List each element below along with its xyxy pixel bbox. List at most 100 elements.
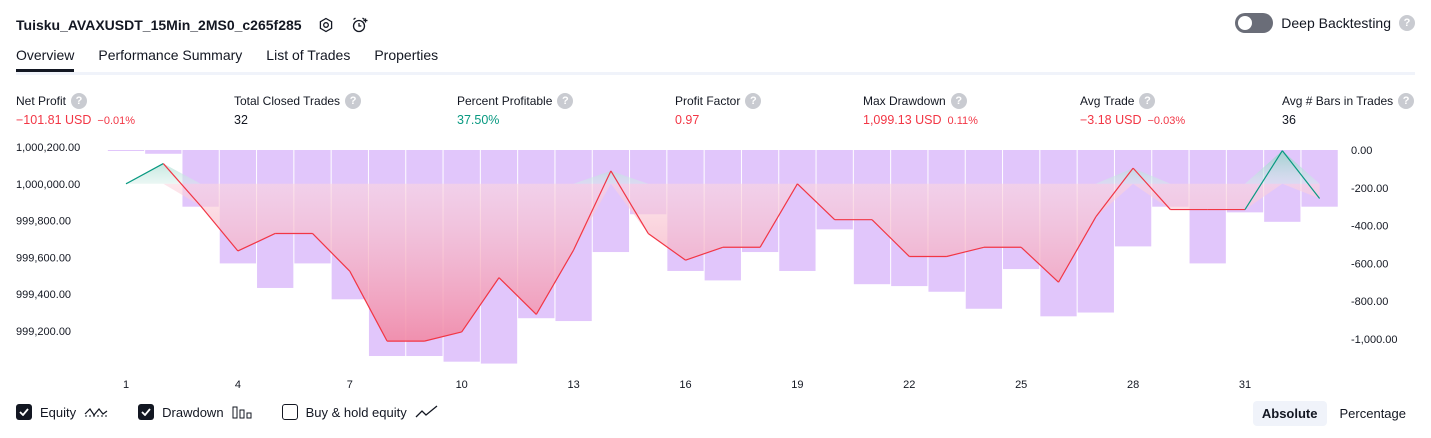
deep-backtesting-control: Deep Backtesting ? xyxy=(1235,13,1415,33)
drawdown-bar xyxy=(107,150,145,151)
tab-overview[interactable]: Overview xyxy=(16,47,75,72)
x-axis-tick: 16 xyxy=(679,379,691,391)
info-icon[interactable]: ? xyxy=(345,93,362,109)
drawdown-bar xyxy=(1114,150,1152,247)
info-icon[interactable]: ? xyxy=(950,93,967,109)
drawdown-bar xyxy=(145,150,182,154)
metric-percent-profitable: Percent Profitable? 37.50% xyxy=(457,93,574,127)
equity-line-segment xyxy=(796,183,836,221)
equity-line-segment xyxy=(312,233,351,272)
metric-value: 1,099.13 USD xyxy=(863,113,942,127)
right-axis-tick: -600.00 xyxy=(1351,258,1388,270)
metric-label: Max Drawdown xyxy=(863,94,946,108)
equity-line-segment xyxy=(237,232,276,252)
equity-checkbox[interactable] xyxy=(16,404,32,420)
metric-max-drawdown: Max Drawdown? 1,099.13 USD 0.11% xyxy=(863,93,978,127)
metric-label: Percent Profitable xyxy=(457,94,553,108)
info-icon[interactable]: ? xyxy=(1139,93,1156,109)
metric-label: Avg # Bars in Trades xyxy=(1282,94,1394,108)
metric-value: −101.81 USD xyxy=(16,113,92,127)
info-icon[interactable]: ? xyxy=(71,93,88,109)
buy-hold-line-icon xyxy=(415,405,438,418)
equity-line-segment xyxy=(685,246,723,261)
x-axis-tick: 13 xyxy=(567,379,579,391)
absolute-button[interactable]: Absolute xyxy=(1252,401,1327,426)
drawdown-checkbox[interactable] xyxy=(138,404,155,420)
equity-line-segment xyxy=(647,232,686,261)
equity-line-segment xyxy=(535,249,575,315)
info-icon[interactable]: ? xyxy=(1398,93,1415,109)
view-mode-switcher: Absolute Percentage xyxy=(1252,401,1415,426)
x-axis-tick: 28 xyxy=(1127,379,1139,391)
chart-legend: Equity Drawdown Buy & hold equity xyxy=(16,404,439,420)
x-axis-tick: 1 xyxy=(123,379,129,391)
settings-icon[interactable] xyxy=(316,15,336,35)
equity-line-segment xyxy=(349,270,388,342)
equity-line-segment xyxy=(424,331,462,342)
legend-drawdown[interactable]: Drawdown xyxy=(138,404,252,420)
deep-backtesting-toggle[interactable] xyxy=(1235,13,1274,33)
buy-hold-checkbox[interactable] xyxy=(281,404,298,420)
left-axis-tick: 1,000,200.00 xyxy=(16,142,80,154)
tab-performance-summary[interactable]: Performance Summary xyxy=(98,47,243,63)
right-axis-tick: -1,000.00 xyxy=(1351,334,1397,346)
info-icon[interactable]: ? xyxy=(557,93,574,109)
metric-label: Avg Trade xyxy=(1080,94,1135,108)
legend-label: Buy & hold equity xyxy=(305,404,407,420)
x-axis-tick: 10 xyxy=(456,379,468,391)
metric-percent: −0.03% xyxy=(1147,115,1186,127)
metric-value: 36 xyxy=(1282,113,1296,127)
drawdown-bars-icon xyxy=(232,406,252,419)
equity-line-segment xyxy=(871,219,910,257)
metric-avg-bars-in-trades: Avg # Bars in Trades? 36 xyxy=(1282,93,1415,127)
x-axis-tick: 7 xyxy=(347,379,353,391)
equity-line-segment xyxy=(125,163,164,185)
right-axis-tick: 0.00 xyxy=(1351,145,1372,157)
metric-value: 37.50% xyxy=(457,113,500,127)
equity-line-segment xyxy=(610,170,649,234)
right-axis-tick: -400.00 xyxy=(1351,221,1388,233)
equity-line-segment xyxy=(1244,150,1283,210)
metric-value: −3.18 USD xyxy=(1080,113,1142,127)
equity-line-icon xyxy=(84,408,108,417)
metric-label: Profit Factor xyxy=(675,94,741,108)
metric-net-profit: Net Profit? −101.81 USD −0.01% xyxy=(16,93,135,127)
left-axis-tick: 999,600.00 xyxy=(16,252,71,264)
tab-properties[interactable]: Properties xyxy=(374,47,439,63)
equity-line-segment xyxy=(946,246,985,258)
deep-backtesting-label: Deep Backtesting xyxy=(1281,15,1391,31)
legend-label: Equity xyxy=(40,404,77,420)
x-axis-tick: 22 xyxy=(903,379,915,391)
equity-line-segment xyxy=(200,205,239,252)
x-axis-tick: 31 xyxy=(1239,379,1251,391)
drawdown-bar xyxy=(779,150,816,271)
legend-equity[interactable]: Equity xyxy=(16,404,108,420)
legend-buy-hold-equity[interactable]: Buy & hold equity xyxy=(281,404,439,420)
tab-bar: Overview Performance Summary List of Tra… xyxy=(16,47,438,72)
right-axis-tick: -800.00 xyxy=(1351,296,1388,308)
left-axis-tick: 1,000,000.00 xyxy=(16,179,80,191)
tab-list-of-trades[interactable]: List of Trades xyxy=(266,47,351,63)
equity-line-segment xyxy=(759,183,798,248)
equity-line-segment xyxy=(1057,216,1097,283)
right-axis-tick: -200.00 xyxy=(1351,183,1388,195)
percentage-button[interactable]: Percentage xyxy=(1339,406,1407,421)
info-icon[interactable]: ? xyxy=(745,93,762,109)
legend-label: Drawdown xyxy=(162,404,224,420)
equity-line-segment xyxy=(1020,246,1059,283)
equity-line-segment xyxy=(573,170,612,251)
metric-percent: −0.01% xyxy=(97,115,136,127)
equity-line-segment xyxy=(461,277,500,333)
equity-line-segment xyxy=(162,163,202,207)
help-icon[interactable]: ? xyxy=(1399,15,1415,31)
add-alert-icon[interactable] xyxy=(350,15,370,35)
strategy-title: Tuisku_AVAXUSDT_15Min_2MS0_c265f285 xyxy=(16,17,302,33)
metric-avg-trade: Avg Trade? −3.18 USD −0.03% xyxy=(1080,93,1185,127)
tab-divider xyxy=(16,72,1415,75)
metric-value: 32 xyxy=(234,113,248,127)
x-axis-tick: 25 xyxy=(1015,379,1027,391)
equity-line-segment xyxy=(498,277,537,315)
left-axis-tick: 999,200.00 xyxy=(16,326,71,338)
left-axis-tick: 999,800.00 xyxy=(16,216,71,228)
